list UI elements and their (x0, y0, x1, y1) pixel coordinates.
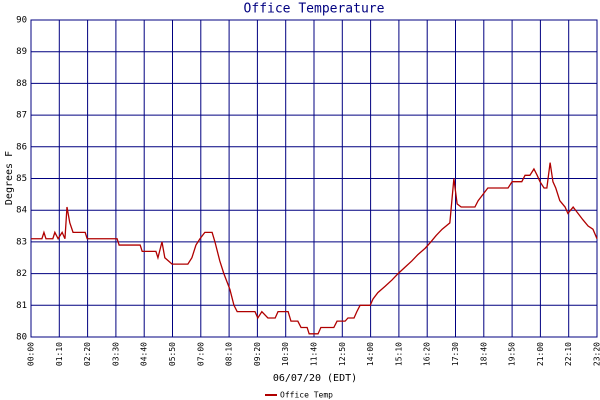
y-tick-label: 86 (16, 142, 27, 152)
y-tick-label: 87 (16, 111, 27, 121)
y-tick-label: 84 (16, 206, 27, 216)
x-tick-label: 11:40 (310, 342, 319, 366)
y-tick-label: 81 (16, 301, 27, 311)
x-tick-label: 16:20 (423, 342, 432, 366)
x-tick-label: 17:30 (451, 342, 460, 366)
x-tick-label: 23:20 (593, 342, 600, 366)
x-tick-label: 04:40 (140, 342, 149, 366)
x-tick-label: 18:40 (479, 342, 488, 366)
chart-title: Office Temperature (244, 2, 385, 17)
x-tick-label: 15:10 (394, 342, 403, 366)
x-tick-label: 03:30 (111, 342, 120, 366)
x-tick-label: 07:00 (196, 342, 205, 366)
y-tick-label: 83 (16, 237, 27, 247)
data-line (31, 162, 598, 335)
x-tick-label: 19:50 (508, 342, 517, 366)
y-tick-label: 85 (16, 174, 27, 184)
x-tick-label: 02:20 (83, 342, 92, 366)
x-tick-label: 21:00 (536, 342, 545, 366)
x-tick-label: 05:50 (168, 342, 177, 366)
y-tick-label: 82 (16, 269, 27, 279)
legend-label: Office Temp (280, 391, 333, 400)
x-tick-label: 00:00 (27, 342, 36, 366)
x-tick-label: 09:20 (253, 342, 262, 366)
x-tick-label: 22:10 (564, 342, 573, 366)
y-tick-label: 88 (16, 79, 27, 89)
x-axis-label: 06/07/20 (EDT) (273, 373, 357, 384)
y-tick-label: 80 (16, 333, 27, 343)
x-tick-label: 12:50 (338, 342, 347, 366)
y-tick-label: 89 (16, 47, 27, 57)
y-tick-label: 90 (16, 16, 27, 26)
x-tick-label: 01:10 (55, 342, 64, 366)
y-axis-label: Degrees F (4, 151, 15, 205)
x-tick-label: 08:10 (225, 342, 234, 366)
x-tick-label: 10:30 (281, 342, 290, 366)
x-tick-label: 14:00 (366, 342, 375, 366)
